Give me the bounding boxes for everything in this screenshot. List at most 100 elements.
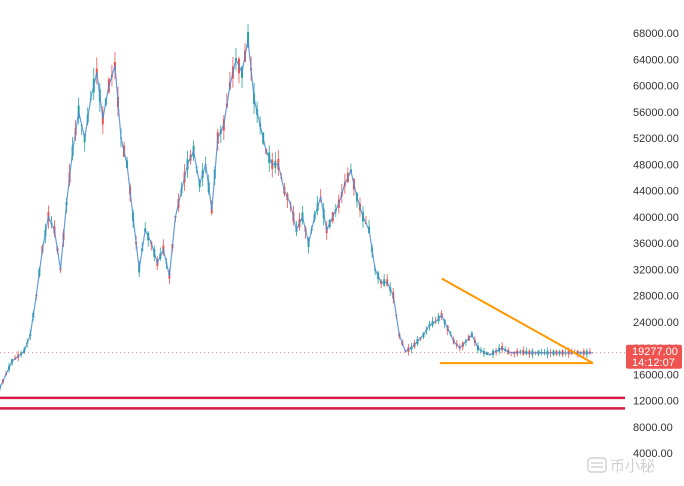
data-point: [229, 85, 231, 87]
data-point: [72, 150, 74, 152]
data-point: [78, 111, 80, 113]
data-point: [386, 281, 388, 284]
data-point: [435, 321, 437, 323]
data-point: [428, 324, 431, 326]
data-point: [108, 85, 110, 87]
y-tick-label: 68000.00: [633, 28, 679, 40]
data-point: [501, 347, 503, 349]
data-point: [465, 340, 467, 343]
data-point: [23, 350, 25, 352]
data-point: [138, 268, 140, 270]
data-point: [519, 351, 521, 353]
data-point: [314, 216, 316, 218]
data-point: [41, 249, 43, 251]
data-point: [217, 137, 219, 139]
data-point: [174, 216, 177, 218]
data-point: [65, 203, 68, 205]
data-point: [59, 268, 62, 270]
data-point: [507, 351, 509, 353]
current-price-tag-background: [626, 344, 682, 369]
data-point: [525, 352, 527, 354]
data-point: [404, 350, 406, 352]
y-tick-label: 16000.00: [633, 369, 679, 381]
data-point: [489, 353, 491, 356]
data-point: [380, 281, 382, 284]
data-point: [283, 189, 285, 192]
data-point: [295, 229, 298, 231]
data-point: [416, 340, 419, 343]
y-tick-label: 36000.00: [633, 238, 679, 250]
data-point: [205, 163, 207, 165]
data-point: [259, 124, 261, 126]
y-tick-label: 8000.00: [633, 422, 673, 434]
data-point: [513, 352, 515, 354]
y-tick-label: 48000.00: [633, 159, 679, 171]
y-tick-label: 60000.00: [633, 81, 679, 93]
data-point: [132, 216, 134, 218]
data-point: [392, 294, 394, 297]
data-point: [549, 352, 552, 354]
triangle-upper-trendline: [441, 277, 594, 364]
current-price-label: 19277.00: [632, 346, 678, 358]
y-axis: 4000.008000.0012000.0016000.0020000.0024…: [633, 28, 679, 460]
data-point: [441, 314, 443, 316]
watermark: 币小秘: [587, 457, 655, 475]
data-point: [398, 334, 400, 336]
data-point: [102, 117, 104, 120]
y-tick-label: 28000.00: [633, 291, 679, 303]
data-point: [356, 196, 358, 198]
data-point: [265, 150, 267, 152]
data-point: [350, 170, 352, 172]
data-point: [562, 352, 564, 354]
data-point: [180, 189, 183, 192]
data-point: [114, 65, 116, 67]
chart-overlays: [0, 277, 625, 410]
data-point: [241, 71, 243, 74]
data-point: [326, 229, 328, 231]
data-point: [495, 350, 497, 352]
logo-icon: [587, 457, 607, 473]
data-point: [277, 163, 279, 165]
y-tick-label: 12000.00: [633, 396, 679, 408]
data-point: [344, 183, 346, 185]
data-point: [47, 216, 50, 218]
countdown-label: 14:12:07: [632, 357, 675, 369]
data-point: [459, 347, 461, 349]
current-price-tag: 19277.00 14:12:07: [626, 344, 682, 369]
data-point: [11, 360, 13, 362]
data-point: [53, 229, 56, 231]
data-point: [253, 98, 255, 100]
data-point: [301, 216, 304, 218]
data-point: [247, 39, 249, 41]
y-tick-label: 40000.00: [633, 212, 679, 224]
data-point: [120, 137, 122, 139]
data-point: [0, 386, 1, 388]
data-point: [422, 334, 425, 336]
data-point: [307, 242, 310, 244]
data-point: [447, 327, 449, 329]
data-point: [537, 352, 540, 354]
data-point: [211, 209, 213, 211]
y-tick-label: 4000.00: [633, 448, 673, 460]
data-point: [471, 334, 473, 336]
data-point: [193, 150, 195, 152]
y-tick-label: 44000.00: [633, 186, 679, 198]
data-point: [29, 334, 31, 336]
data-point: [156, 262, 158, 264]
y-tick-label: 24000.00: [633, 317, 679, 329]
data-point: [477, 347, 479, 349]
data-point: [144, 229, 146, 231]
data-point: [235, 58, 237, 60]
data-point: [271, 163, 273, 165]
y-tick-label: 64000.00: [633, 54, 679, 66]
data-point: [332, 216, 334, 218]
data-point: [35, 294, 37, 297]
data-point: [126, 163, 128, 165]
data-point: [338, 203, 340, 205]
data-point: [150, 242, 152, 244]
data-point: [289, 203, 291, 205]
y-tick-label: 56000.00: [633, 107, 679, 119]
data-point: [362, 216, 364, 218]
